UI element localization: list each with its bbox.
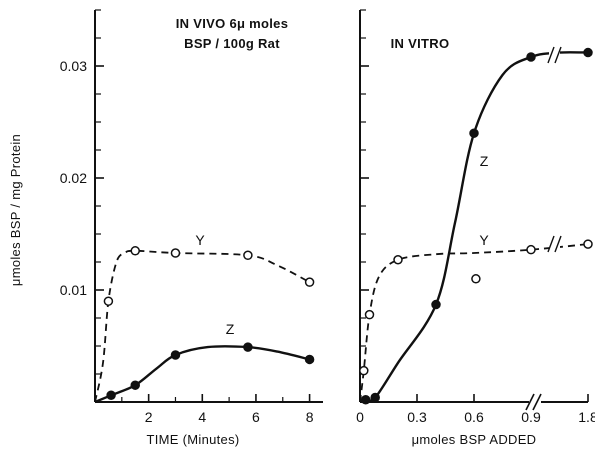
left-series-z-point — [106, 390, 116, 401]
left-series-label-y: Y — [195, 232, 205, 248]
left-y-axis-title: μmoles BSP / mg Protein — [8, 134, 23, 286]
left-series-y-point — [304, 277, 315, 287]
right-series-z-point — [583, 47, 593, 58]
panel-in-vitro: 0 0.3 0.6 0.9 1.8 IN VITRO μmoles BSP ADDED … — [356, 9, 595, 447]
left-series-label-z: Z — [226, 321, 235, 337]
right-series-y-line — [359, 243, 589, 403]
right-series-z-point — [360, 395, 371, 405]
left-series-z-point — [304, 354, 315, 365]
right-x-tick-label: 0.9 — [521, 409, 541, 425]
left-x-axis-title: TIME (Minutes) — [146, 432, 239, 447]
right-series-y-point — [364, 309, 375, 320]
right-x-break-mark-1 — [525, 393, 535, 411]
right-x-tick-label: 1.8 — [578, 409, 595, 425]
left-series-z-point — [130, 380, 140, 390]
right-series-y-point — [393, 255, 403, 265]
left-title-line-2: BSP / 100g Rat — [184, 36, 280, 51]
left-series-z-point — [243, 342, 253, 352]
right-x-ticks: 0 0.3 0.6 0.9 1.8 — [356, 394, 595, 425]
left-x-tick-label: 2 — [145, 409, 153, 425]
right-series-y-point — [359, 365, 369, 376]
right-title: IN VITRO — [391, 36, 450, 51]
right-x-break-mark-2 — [532, 393, 542, 411]
right-curve-y-break-mark-2 — [554, 235, 562, 253]
right-series-y-point — [471, 274, 481, 284]
left-series-z-line — [94, 345, 310, 404]
left-axes — [94, 10, 323, 403]
right-x-tick-label: 0 — [356, 409, 364, 425]
right-curve-z-break-mark-2 — [554, 46, 562, 64]
left-series-y-point — [130, 246, 140, 256]
right-series-z-line — [359, 51, 589, 404]
right-series-y-point — [526, 244, 536, 255]
right-x-axis-break — [525, 393, 542, 411]
left-x-tick-label: 4 — [198, 409, 206, 425]
right-curve-break-z — [547, 46, 562, 64]
left-series-y-point — [103, 296, 114, 306]
right-x-tick-label: 0.6 — [464, 409, 484, 425]
left-y-tick-label: 0.01 — [60, 282, 87, 298]
right-curve-z-break-gap — [549, 47, 560, 63]
left-series-y-line — [94, 249, 311, 403]
right-axes — [359, 10, 588, 403]
right-series-y-point — [583, 239, 593, 249]
left-y-tick-label: 0.03 — [60, 58, 87, 74]
right-series-label-z: Z — [480, 153, 489, 169]
left-y-ticks: 0.01 0.02 0.03 — [60, 9, 104, 375]
left-x-ticks: 2 4 6 8 — [121, 394, 314, 425]
right-series-label-y: Y — [479, 232, 489, 248]
right-series — [359, 47, 593, 405]
left-title-line-1: IN VIVO 6μ moles — [176, 16, 288, 31]
right-curve-break-y — [547, 235, 562, 253]
right-series-z-point — [370, 392, 380, 403]
left-y-tick-label: 0.02 — [60, 170, 87, 186]
right-curve-y-break-gap — [549, 236, 560, 252]
left-series-y-point — [243, 250, 253, 261]
right-curve-z-break-mark-1 — [547, 46, 555, 64]
right-series-z-point — [469, 128, 479, 138]
left-series — [94, 246, 315, 404]
right-series-z-point — [431, 299, 441, 310]
right-curve-y-break-mark-1 — [547, 235, 555, 253]
left-series-y-point — [170, 248, 181, 258]
left-x-tick-label: 8 — [306, 409, 314, 425]
panel-in-vivo: 2 4 6 8 0.01 0.02 0.03 IN VIVO 6μ moles BSP /… — [8, 9, 323, 447]
right-y-ticks — [360, 9, 369, 375]
left-x-tick-label: 6 — [252, 409, 260, 425]
right-x-axis-title: μmoles BSP ADDED — [412, 432, 537, 447]
left-series-z-point — [170, 350, 181, 360]
right-series-z-point — [526, 52, 536, 62]
right-x-tick-label: 0.3 — [407, 409, 427, 425]
